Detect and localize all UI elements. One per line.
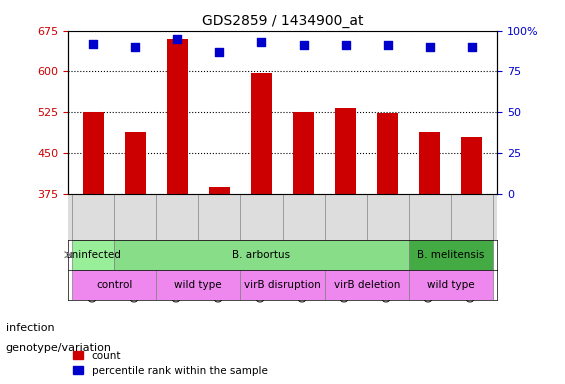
Point	[257, 39, 266, 45]
Bar	[251, 73, 272, 194]
Bar	[72, 240, 114, 270]
Text: B. melitensis: B. melitensis	[417, 250, 485, 260]
Text: virB deletion: virB deletion	[333, 280, 400, 290]
Bar	[419, 132, 440, 194]
Point	[383, 42, 392, 48]
Title: GDS2859 / 1434900_at: GDS2859 / 1434900_at	[202, 14, 363, 28]
Point	[173, 36, 182, 42]
Text: infection: infection	[6, 323, 54, 333]
Text: wild type: wild type	[427, 280, 475, 290]
Point	[425, 44, 434, 50]
Text: control: control	[96, 280, 132, 290]
Point	[467, 44, 476, 50]
Bar	[409, 240, 493, 270]
Bar	[335, 108, 356, 194]
Point	[299, 42, 308, 48]
Text: wild type: wild type	[175, 280, 222, 290]
Text: virB disruption: virB disruption	[244, 280, 321, 290]
Text: B. arbortus: B. arbortus	[232, 250, 290, 260]
Bar	[114, 240, 409, 270]
Point	[131, 44, 140, 50]
Bar	[377, 113, 398, 194]
Point	[341, 42, 350, 48]
Bar	[167, 39, 188, 194]
Bar	[240, 270, 325, 300]
Point	[215, 49, 224, 55]
Bar	[325, 270, 409, 300]
Bar	[82, 112, 103, 194]
Bar	[462, 137, 483, 194]
Bar	[72, 270, 156, 300]
Bar	[409, 270, 493, 300]
Text: uninfected: uninfected	[65, 250, 121, 260]
Bar	[209, 187, 230, 194]
Legend: count, percentile rank within the sample: count, percentile rank within the sample	[73, 351, 268, 376]
Bar	[156, 270, 240, 300]
Text: genotype/variation: genotype/variation	[6, 343, 112, 353]
Bar	[125, 132, 146, 194]
Bar	[293, 112, 314, 194]
Point	[89, 41, 98, 47]
